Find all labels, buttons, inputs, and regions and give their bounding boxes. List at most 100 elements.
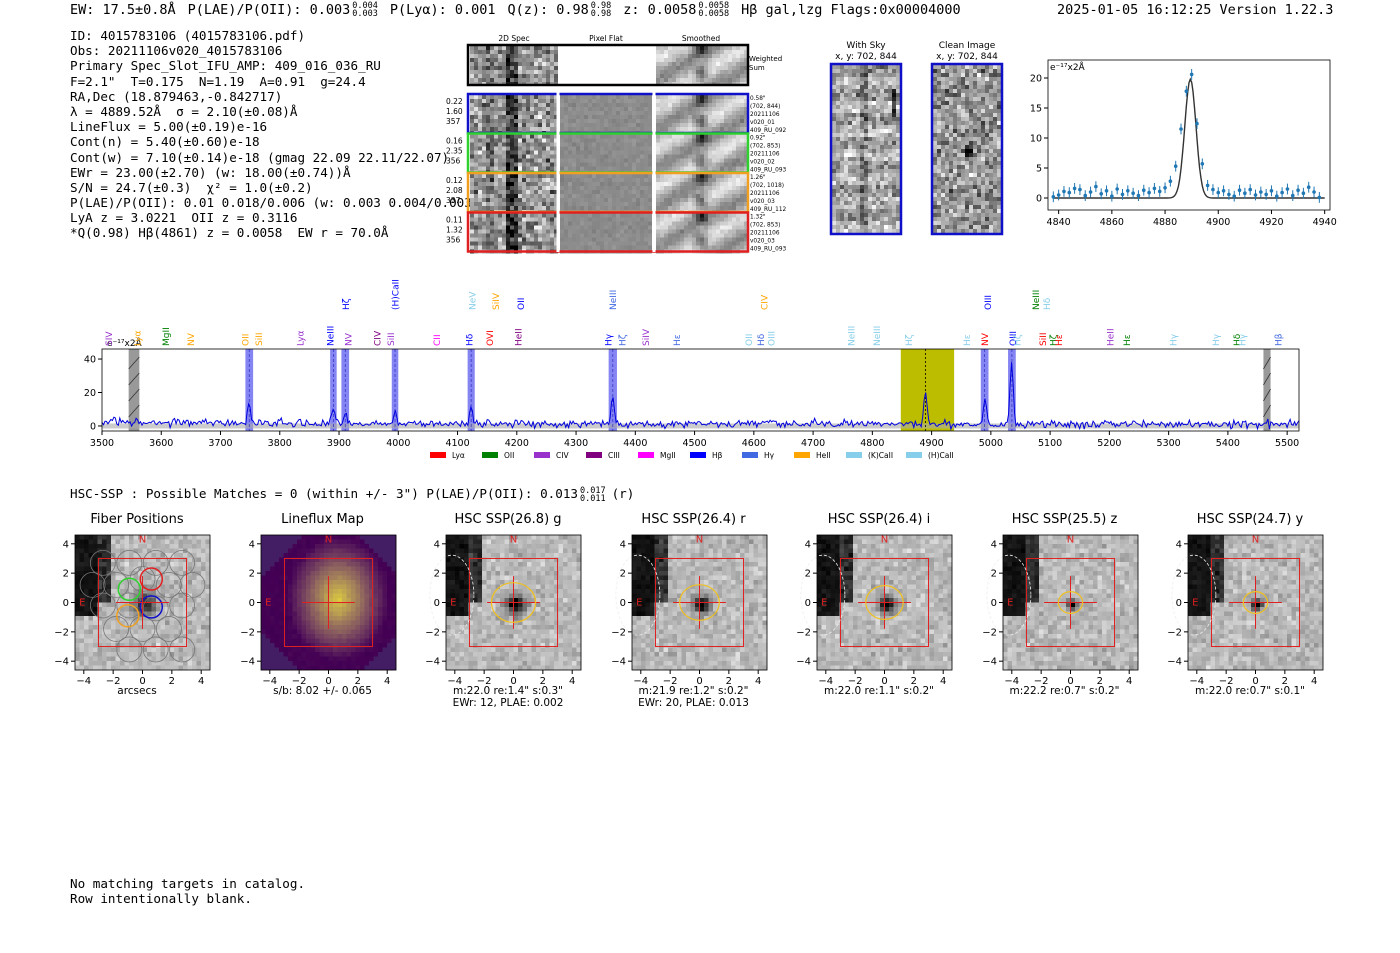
pixel <box>884 217 888 221</box>
data-point <box>1147 190 1151 195</box>
pixel <box>538 134 542 139</box>
pixel <box>470 95 474 99</box>
pixel <box>872 117 876 121</box>
pixel <box>600 206 604 210</box>
pixel <box>474 58 478 62</box>
pixel <box>949 73 953 77</box>
pixel <box>482 95 486 99</box>
pixel <box>564 115 568 119</box>
pixel <box>624 146 628 151</box>
pixel <box>844 121 848 125</box>
data-point <box>1205 183 1210 188</box>
pixel <box>973 173 977 177</box>
pixel <box>997 81 1001 85</box>
pixel <box>624 245 628 250</box>
pixel <box>740 178 744 182</box>
pixel <box>680 221 684 226</box>
pixel <box>876 201 880 205</box>
pixel <box>554 241 558 246</box>
pixel <box>490 66 494 70</box>
x-tick-label: 4500 <box>682 438 706 449</box>
pixel <box>584 198 588 202</box>
pixel <box>506 66 510 70</box>
pixel <box>75 535 80 540</box>
pixel <box>616 190 620 194</box>
flat-blank <box>560 46 652 84</box>
pixel <box>700 245 704 250</box>
pixel <box>530 229 534 234</box>
pixel <box>498 103 502 107</box>
pixel <box>700 142 704 147</box>
pixel <box>937 217 941 221</box>
pixel <box>506 58 510 62</box>
pixel <box>502 134 506 139</box>
pixel <box>696 202 700 206</box>
pixel <box>644 241 648 246</box>
pixel <box>744 46 748 50</box>
pixel <box>832 129 836 133</box>
pixel <box>518 58 522 62</box>
pixel <box>965 129 969 133</box>
pixel <box>989 145 993 149</box>
pixel <box>584 111 588 115</box>
pixel <box>656 58 660 62</box>
pixel <box>732 166 736 171</box>
pixel <box>720 194 724 198</box>
pixel <box>973 145 977 149</box>
pixel <box>876 189 880 193</box>
pixel <box>478 174 482 178</box>
pixel <box>856 85 860 89</box>
hatch <box>1263 372 1271 386</box>
pixel <box>592 182 596 186</box>
pixel <box>518 46 522 50</box>
pixel <box>600 134 604 139</box>
pixel <box>961 217 965 221</box>
pixel <box>688 78 692 82</box>
data-point <box>1290 193 1295 198</box>
pixel <box>502 103 506 107</box>
pixel <box>860 81 864 85</box>
pixel <box>534 237 538 242</box>
info-line: Cont(w) = 7.10(±0.14)e-18 (gmag 22.09 22… <box>70 149 450 165</box>
pixel <box>620 115 624 119</box>
pixel <box>989 173 993 177</box>
pixel <box>486 62 490 66</box>
pixel <box>836 213 840 217</box>
pixel <box>518 123 522 127</box>
pixel <box>736 166 740 171</box>
pixel <box>684 74 688 78</box>
pixel <box>550 127 554 131</box>
pixel <box>736 245 740 250</box>
pixel <box>716 237 720 242</box>
pixel <box>620 123 624 127</box>
pixel <box>712 50 716 54</box>
pixel <box>640 166 644 171</box>
pixel <box>576 174 580 178</box>
pixel <box>704 154 708 159</box>
pixel <box>720 217 724 222</box>
pixel <box>740 58 744 62</box>
pixel <box>728 50 732 54</box>
pixel <box>502 142 506 147</box>
pixel <box>989 197 993 201</box>
pixel <box>576 225 580 230</box>
pixel <box>736 237 740 242</box>
pixel <box>608 245 612 250</box>
pixel <box>656 54 660 58</box>
pixel <box>880 193 884 197</box>
pixel <box>612 174 616 178</box>
pixel <box>704 150 708 155</box>
pixel <box>612 127 616 131</box>
pixel <box>888 165 892 169</box>
pixel <box>576 178 580 182</box>
pixel <box>486 202 490 206</box>
pixel <box>965 65 969 69</box>
pixel <box>644 138 648 143</box>
pixel <box>692 186 696 190</box>
pixel <box>636 221 640 226</box>
pixel <box>680 138 684 143</box>
pixel <box>856 69 860 73</box>
pixel <box>482 58 486 62</box>
pixel <box>490 225 494 230</box>
pixel <box>965 125 969 129</box>
